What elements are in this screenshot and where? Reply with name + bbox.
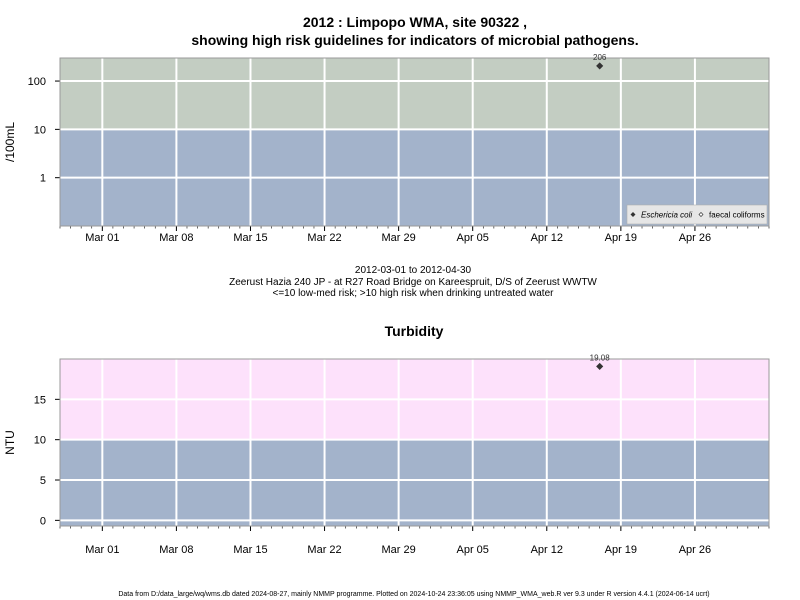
x-tick-label: Mar 08 [159, 544, 193, 556]
legend-marker [630, 212, 636, 217]
x-tick-label: Mar 29 [382, 544, 416, 556]
x-tick-label: Mar 29 [382, 232, 416, 244]
caption-guideline: <=10 low-med risk; >10 high risk when dr… [273, 288, 555, 299]
x-tick-label: Apr 26 [679, 544, 711, 556]
legend-marker [698, 212, 704, 217]
x-tick-label: Apr 19 [605, 232, 637, 244]
data-label: 19.08 [590, 353, 611, 362]
data-point [596, 62, 604, 70]
chart-title-line1: 2012 : Limpopo WMA, site 90322 , [303, 14, 527, 30]
legend-label: Eschericia coli [641, 211, 692, 220]
caption-date-range: 2012-03-01 to 2012-04-30 [355, 265, 472, 276]
x-tick-label: Apr 12 [531, 544, 563, 556]
plot-frame [59, 358, 770, 527]
y-tick-label: 15 [34, 394, 46, 406]
x-tick-label: Apr 26 [679, 232, 711, 244]
x-tick-label: Mar 01 [85, 232, 119, 244]
legend-box [626, 204, 768, 225]
x-tick-label: Mar 22 [307, 544, 341, 556]
x-tick-label: Apr 05 [456, 544, 488, 556]
x-tick-label: Mar 22 [307, 232, 341, 244]
data-label: 206 [593, 53, 607, 62]
x-tick-label: Apr 05 [456, 232, 488, 244]
y-tick-label: 0 [40, 515, 46, 527]
y-tick-label: 10 [34, 124, 46, 136]
footer-note: Data from D:/data_large/wq/wms.db dated … [118, 591, 709, 598]
caption-site: Zeerust Hazia 240 JP - at R27 Road Bridg… [229, 277, 597, 288]
y-tick-label: 5 [40, 475, 46, 487]
y-axis-label: NTU [3, 430, 17, 455]
plot-frame [59, 57, 770, 227]
legend: Eschericia coli faecal coliforms [626, 204, 768, 225]
pathogen-panel: Mar 01 Mar 08 Mar 15 Mar 22 Mar 29 Apr 05 Apr … [3, 53, 770, 244]
turbidity-panel: Mar 01 Mar 08 Mar 15 Mar 22 Mar 29 Apr 05 Apr … [3, 353, 770, 556]
chart-title-line2: showing high risk guidelines for indicat… [191, 32, 638, 48]
risk-band-0 [60, 439, 769, 526]
y-tick-label: 10 [34, 435, 46, 447]
x-tick-label: Mar 01 [85, 544, 119, 556]
data-point [596, 362, 604, 370]
legend-label: faecal coliforms [709, 211, 765, 220]
x-tick-label: Mar 15 [233, 232, 267, 244]
x-tick-label: Apr 19 [605, 544, 637, 556]
y-tick-label: 100 [28, 76, 46, 88]
y-tick-label: 1 [40, 173, 46, 185]
risk-band-1 [60, 58, 769, 130]
x-tick-label: Apr 12 [531, 232, 563, 244]
turbidity-title: Turbidity [385, 323, 444, 339]
y-axis-label: /100mL [3, 122, 17, 162]
x-tick-label: Mar 08 [159, 232, 193, 244]
x-tick-label: Mar 15 [233, 544, 267, 556]
